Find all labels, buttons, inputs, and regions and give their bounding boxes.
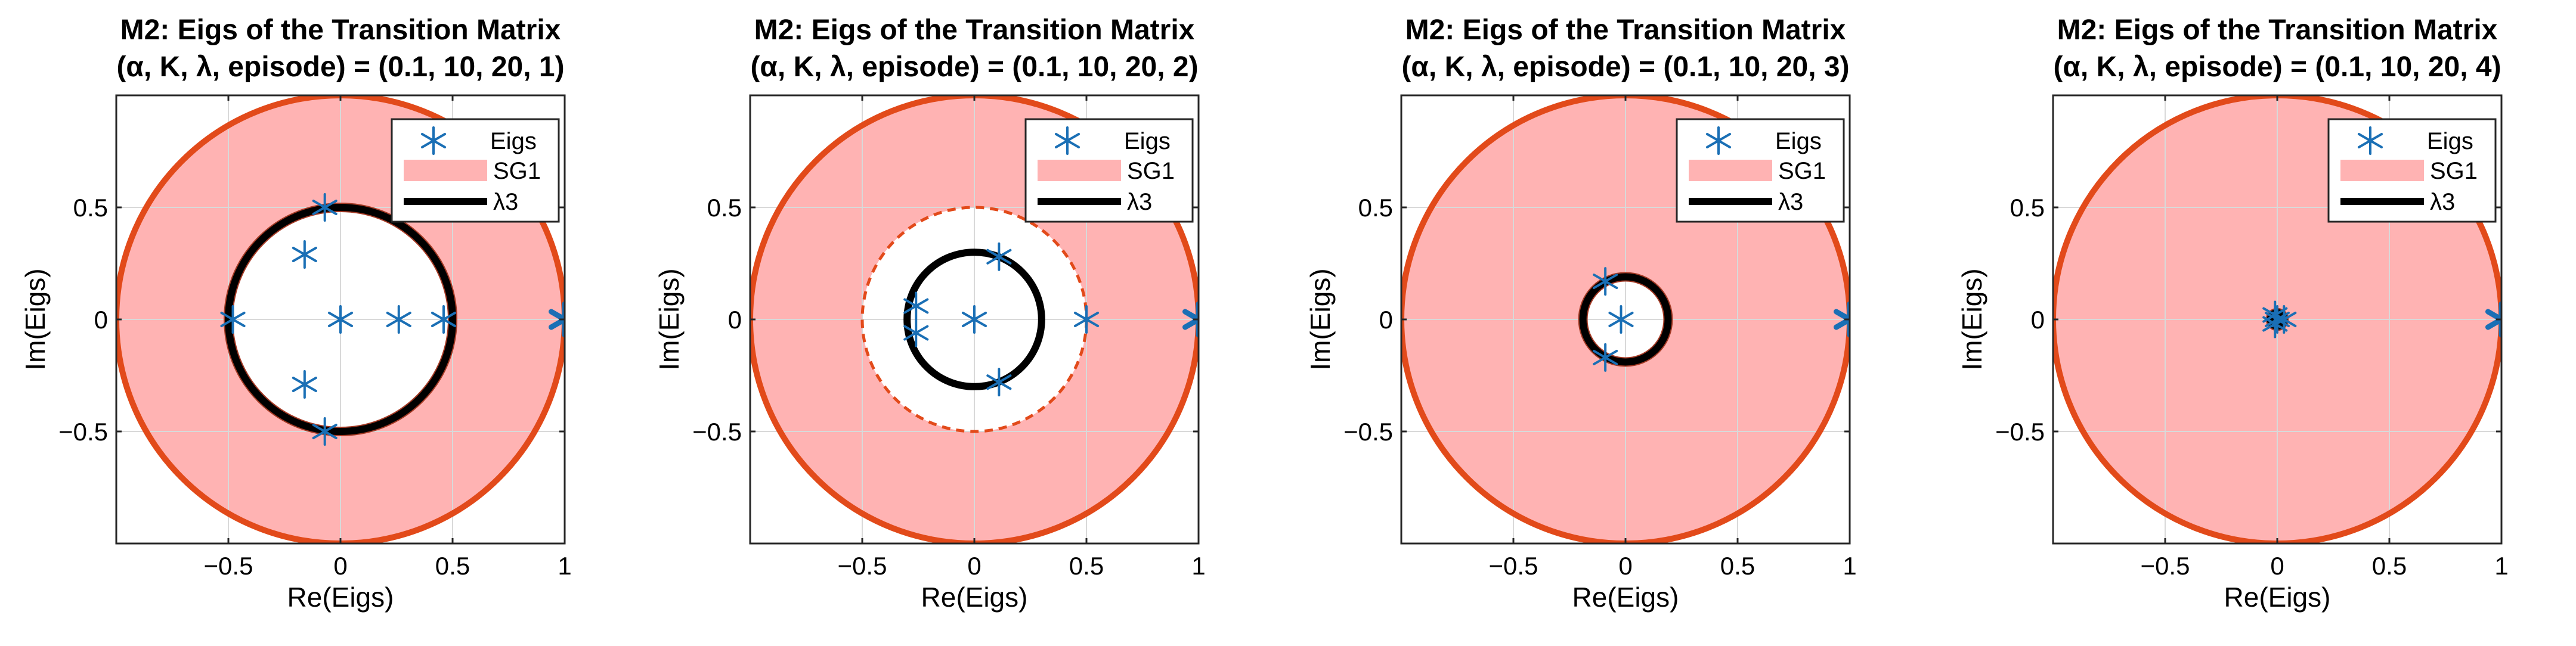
y-tick-label-1: 0 <box>2031 306 2045 334</box>
eig-point-7 <box>292 240 317 269</box>
legend-sg1-swatch <box>1038 160 1121 181</box>
eig-point-1 <box>903 291 929 321</box>
x-tick-label-0: −0.5 <box>838 552 887 580</box>
legend-eigs-label: Eigs <box>1775 128 1822 154</box>
legend-sg1-label: SG1 <box>1778 158 1826 184</box>
x-tick-label-2: 0.5 <box>1720 552 1755 580</box>
chart-title: M2: Eigs of the Transition Matrix <box>120 14 561 46</box>
eig-point-3 <box>1608 305 1634 334</box>
x-tick-label-1: 0 <box>333 552 347 580</box>
y-tick-label-0: −0.5 <box>1995 418 2045 446</box>
eig-point-1 <box>1593 267 1618 296</box>
legend-sg1-label: SG1 <box>1127 158 1175 184</box>
x-tick-label-0: −0.5 <box>2141 552 2190 580</box>
legend-lambda3-label: λ3 <box>1127 189 1152 215</box>
y-axis-label: Im(Eigs) <box>1305 268 1336 370</box>
chart-panel-4: −0.5 0 0.5 1 −0.5 0 0.5 Re(Eigs) Im(Eigs) M2: Eig… <box>1956 14 2509 613</box>
eig-point-5 <box>386 305 411 334</box>
y-tick-label-0: −0.5 <box>58 418 108 446</box>
legend: Eigs SG1 λ3 <box>2327 118 2497 223</box>
x-tick-label-2: 0.5 <box>2372 552 2407 580</box>
legend-lambda3-label: λ3 <box>1778 189 1803 215</box>
y-axis-label: Im(Eigs) <box>654 268 685 370</box>
eig-point-5 <box>986 368 1012 397</box>
legend-sg1-swatch <box>1689 160 1772 181</box>
legend-eigs-label: Eigs <box>1124 128 1171 154</box>
y-tick-label-0: −0.5 <box>692 418 742 446</box>
eig-point-8 <box>292 370 317 399</box>
x-tick-label-1: 0 <box>1618 552 1632 580</box>
eig-point-4 <box>986 242 1012 271</box>
eig-point-2 <box>1593 343 1618 372</box>
chart-panel-3: −0.5 0 0.5 1 −0.5 0 0.5 Re(Eigs) Im(Eigs) M2: Eig… <box>1305 14 1857 613</box>
y-tick-label-2: 0.5 <box>1358 194 1393 222</box>
eig-point-0 <box>1833 301 1850 338</box>
legend-eigs-marker <box>1705 126 1732 155</box>
x-axis-label: Re(Eigs) <box>2224 582 2331 613</box>
eig-point-1 <box>312 193 338 222</box>
chart-panel-2: −0.5 0 0.5 1 −0.5 0 0.5 Re(Eigs) Im(Eigs) M2: Eig… <box>654 14 1206 613</box>
lambda3-circle <box>225 204 456 435</box>
x-tick-label-3: 1 <box>2494 552 2508 580</box>
y-tick-label-1: 0 <box>1379 306 1393 334</box>
eig-point-2 <box>903 318 929 347</box>
eig-point-3 <box>220 305 246 334</box>
y-tick-label-0: −0.5 <box>1343 418 1393 446</box>
eig-point-6 <box>1073 305 1100 334</box>
legend: Eigs SG1 λ3 <box>1676 118 1845 223</box>
legend-eigs-label: Eigs <box>490 128 537 154</box>
chart-panel-1: −0.5 0 0.5 1 −0.5 0 0.5 Re(Eigs) Im(Eigs) M2: Eig… <box>20 14 572 613</box>
x-axis-label: Re(Eigs) <box>921 582 1028 613</box>
x-axis-label: Re(Eigs) <box>1572 582 1679 613</box>
legend-lambda3-label: λ3 <box>493 189 518 215</box>
chart-title: M2: Eigs of the Transition Matrix <box>1405 14 1846 46</box>
legend-sg1-label: SG1 <box>493 158 541 184</box>
legend-sg1-swatch <box>404 160 487 181</box>
x-tick-label-1: 0 <box>967 552 981 580</box>
eig-point-4 <box>327 305 354 334</box>
eig-point-0 <box>1182 301 1199 338</box>
legend: Eigs SG1 λ3 <box>391 118 560 223</box>
legend-lambda3-label: λ3 <box>2430 189 2455 215</box>
x-tick-label-3: 1 <box>558 552 571 580</box>
y-axis-label: Im(Eigs) <box>20 268 51 370</box>
chart-subtitle: (α, K, λ, episode) = (0.1, 10, 20, 2) <box>750 51 1198 83</box>
legend-eigs-label: Eigs <box>2427 128 2473 154</box>
lambda3-circle <box>903 249 1045 390</box>
y-tick-label-1: 0 <box>94 306 108 334</box>
lambda3-circle <box>1579 273 1672 366</box>
chart-subtitle: (α, K, λ, episode) = (0.1, 10, 20, 3) <box>1401 51 1849 83</box>
legend-eigs-marker <box>2357 126 2383 155</box>
eig-point-0 <box>2485 301 2501 338</box>
y-tick-label-1: 0 <box>728 306 742 334</box>
legend-eigs-marker <box>1054 126 1080 155</box>
legend: Eigs SG1 λ3 <box>1024 118 1194 223</box>
x-tick-label-3: 1 <box>1191 552 1205 580</box>
x-tick-label-2: 0.5 <box>435 552 470 580</box>
eig-point-0 <box>548 301 565 338</box>
y-tick-label-2: 0.5 <box>2010 194 2045 222</box>
legend-eigs-marker <box>420 126 447 155</box>
x-axis-label: Re(Eigs) <box>287 582 394 613</box>
eig-point-4 <box>2271 305 2297 334</box>
chart-title: M2: Eigs of the Transition Matrix <box>2057 14 2498 46</box>
y-axis-label: Im(Eigs) <box>1956 268 1987 370</box>
x-tick-label-2: 0.5 <box>1069 552 1104 580</box>
x-tick-label-0: −0.5 <box>204 552 253 580</box>
legend-sg1-swatch <box>2340 160 2424 181</box>
eig-point-3 <box>961 305 987 334</box>
eig-point-2 <box>312 417 338 446</box>
chart-title: M2: Eigs of the Transition Matrix <box>754 14 1195 46</box>
y-tick-label-2: 0.5 <box>707 194 742 222</box>
x-tick-label-0: −0.5 <box>1489 552 1538 580</box>
eig-point-6 <box>431 305 457 334</box>
chart-subtitle: (α, K, λ, episode) = (0.1, 10, 20, 4) <box>2053 51 2501 83</box>
chart-subtitle: (α, K, λ, episode) = (0.1, 10, 20, 1) <box>116 51 564 83</box>
x-tick-label-1: 0 <box>2270 552 2284 580</box>
legend-sg1-label: SG1 <box>2430 158 2478 184</box>
x-tick-label-3: 1 <box>1843 552 1856 580</box>
y-tick-label-2: 0.5 <box>73 194 108 222</box>
